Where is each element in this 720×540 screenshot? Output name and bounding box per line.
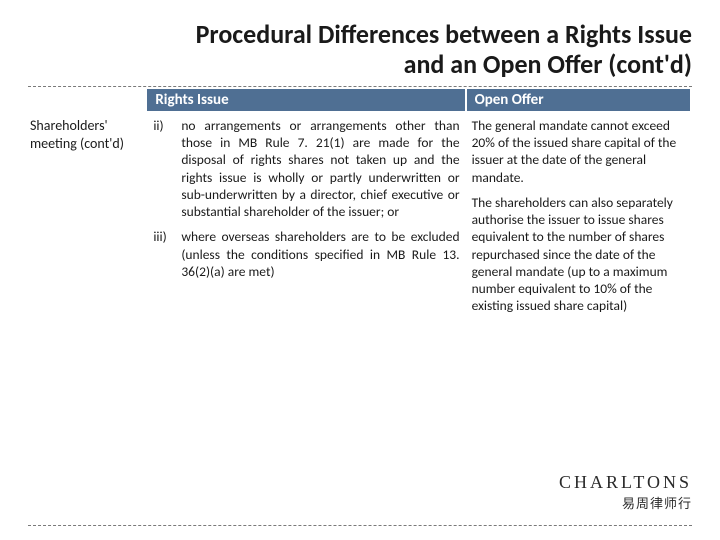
- row-label: Shareholders' meeting (cont'd): [28, 111, 147, 329]
- header-open-offer: Open Offer: [466, 89, 691, 111]
- slide: Procedural Differences between a Rights …: [0, 0, 720, 540]
- slide-title: Procedural Differences between a Rights …: [28, 20, 692, 80]
- list-marker: ii): [153, 117, 175, 221]
- footer-divider: [28, 525, 692, 526]
- comparison-table: Rights Issue Open Offer Shareholders' me…: [28, 89, 692, 329]
- paragraph: The shareholders can also separately aut…: [472, 194, 685, 315]
- header-rights-issue: Rights Issue: [147, 89, 465, 111]
- list-text: no arrangements or arrangements other th…: [181, 117, 459, 221]
- list-item: iii) where overseas shareholders are to …: [153, 228, 459, 280]
- table-row: Shareholders' meeting (cont'd) ii) no ar…: [28, 111, 691, 329]
- list-marker: iii): [153, 228, 175, 280]
- table-header-row: Rights Issue Open Offer: [28, 89, 691, 111]
- title-divider: [28, 86, 692, 87]
- list-item: ii) no arrangements or arrangements othe…: [153, 117, 459, 221]
- brand-english: CHARLTONS: [559, 472, 692, 493]
- paragraph: The general mandate cannot exceed 20% of…: [472, 117, 685, 186]
- brand-footer: CHARLTONS 易周律师行: [559, 472, 692, 512]
- rights-issue-cell: ii) no arrangements or arrangements othe…: [147, 111, 465, 329]
- open-offer-cell: The general mandate cannot exceed 20% of…: [466, 111, 691, 329]
- header-blank: [28, 89, 147, 111]
- title-line-2: and an Open Offer (cont'd): [404, 48, 692, 80]
- title-line-1: Procedural Differences between a Rights …: [196, 18, 692, 50]
- list-text: where overseas shareholders are to be ex…: [181, 228, 459, 280]
- brand-chinese: 易周律师行: [559, 493, 692, 512]
